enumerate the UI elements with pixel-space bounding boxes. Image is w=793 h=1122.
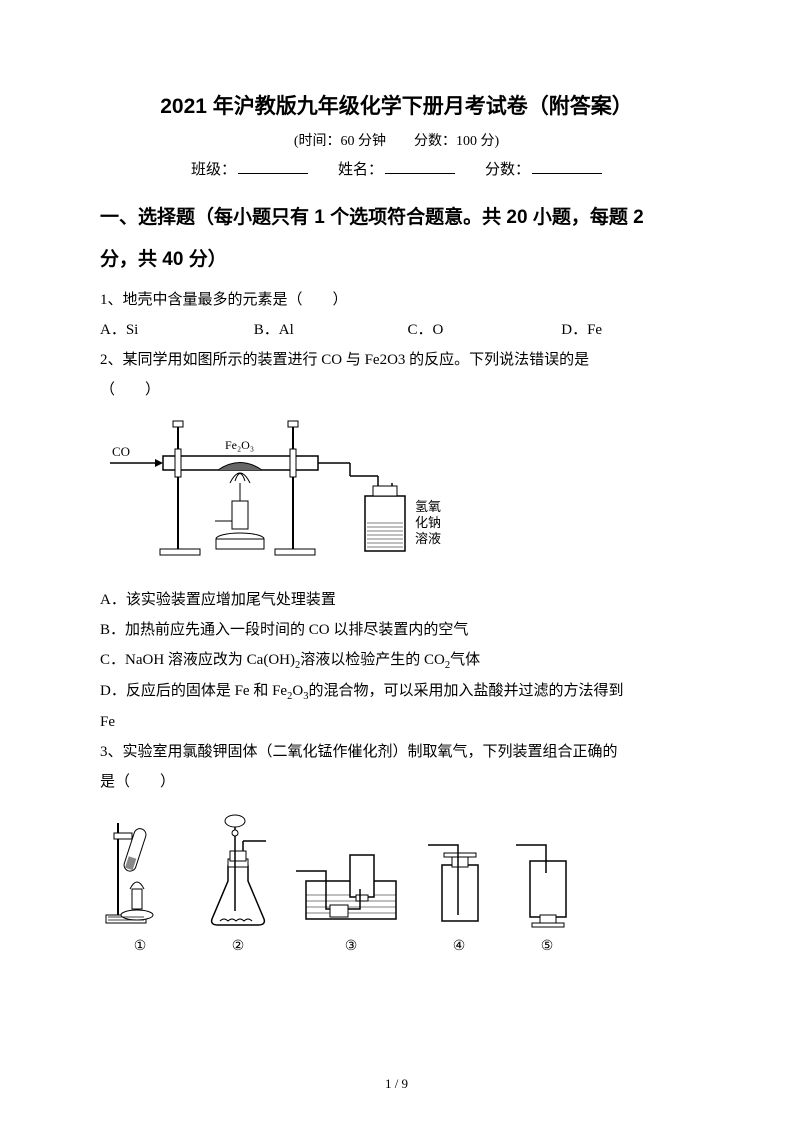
label-4: ④ [424,938,494,955]
bottle-l2-svg: 化钠 [415,515,441,530]
apparatus-2: ② [198,811,278,955]
q2-opt-d: D．反应后的固体是 Fe 和 Fe2O3的混合物，可以采用加入盐酸并过滤的方法得… [100,676,693,707]
q1-opt-d: D．Fe [561,315,661,345]
name-label: 姓名： [338,162,383,178]
fe2o3-label-svg: Fe₂O₃ [225,438,254,452]
page-number: 1 / 9 [0,1076,793,1092]
q2-opt-b: B．加热前应先通入一段时间的 CO 以排尽装置内的空气 [100,615,693,645]
co-label-svg: CO [112,444,130,459]
exam-subtitle: (时间：60 分钟 分数：100 分) [100,130,693,150]
q2d-post: 的混合物，可以采用加入盐酸并过滤的方法得到 [308,683,623,699]
q2c-pre: C．NaOH 溶液应改为 Ca(OH) [100,652,295,668]
q2-opt-a: A．该实验装置应增加尾气处理装置 [100,585,693,615]
q2-stem2: （ ） [100,375,693,405]
apparatus-3: ③ [296,831,406,955]
section-1-line1: 一、选择题（每小题只有 1 个选项符合题意。共 20 小题，每题 2 [100,197,693,239]
label-5: ⑤ [512,938,582,955]
exam-page: 2021 年沪教版九年级化学下册月考试卷（附答案） (时间：60 分钟 分数：1… [0,0,793,1122]
q2c-mid: 溶液以检验产生的 CO [300,652,445,668]
q2-opt-d-line2: Fe [100,707,693,737]
q2-stem1: 2、某同学用如图所示的装置进行 CO 与 Fe2O3 的反应。下列说法错误的是 [100,345,693,375]
q1-opt-b: B．Al [254,315,404,345]
q1-options: A．Si B．Al C．O D．Fe [100,315,693,345]
name-blank[interactable] [385,159,455,174]
q1-stem: 1、地壳中含量最多的元素是（ ） [100,285,693,315]
bottle-l3-svg: 溶液 [415,531,441,546]
fill-line: 班级： 姓名： 分数： [100,158,693,179]
apparatus-5: ⑤ [512,831,582,955]
q1-opt-a: A．Si [100,315,250,345]
q2d-pre: D．反应后的固体是 Fe 和 Fe [100,683,287,699]
score-blank[interactable] [532,159,602,174]
q2d-mid: O [292,683,303,699]
q2-opt-c: C．NaOH 溶液应改为 Ca(OH)2溶液以检验产生的 CO2气体 [100,645,693,676]
label-2: ② [198,938,278,955]
q3-diagram-row: ① ② [100,811,693,955]
q2-diagram: CO Fe₂O₃ [100,411,693,581]
class-blank[interactable] [238,159,308,174]
section-1-header: 一、选择题（每小题只有 1 个选项符合题意。共 20 小题，每题 2 分，共 4… [100,197,693,281]
score-label: 分数： [485,162,530,178]
q2c-post: 气体 [450,652,480,668]
section-1-line2: 分，共 40 分） [100,239,693,281]
q3-stem1: 3、实验室用氯酸钾固体（二氧化锰作催化剂）制取氧气，下列装置组合正确的 [100,737,693,767]
label-3: ③ [296,938,406,955]
q1-opt-c: C．O [408,315,558,345]
exam-title: 2021 年沪教版九年级化学下册月考试卷（附答案） [100,90,693,120]
bottle-l1-svg: 氢氧 [415,499,441,514]
q3-stem2: 是（ ） [100,767,693,797]
apparatus-4: ④ [424,831,494,955]
label-1: ① [100,938,180,955]
class-label: 班级： [191,162,236,178]
apparatus-1: ① [100,811,180,955]
